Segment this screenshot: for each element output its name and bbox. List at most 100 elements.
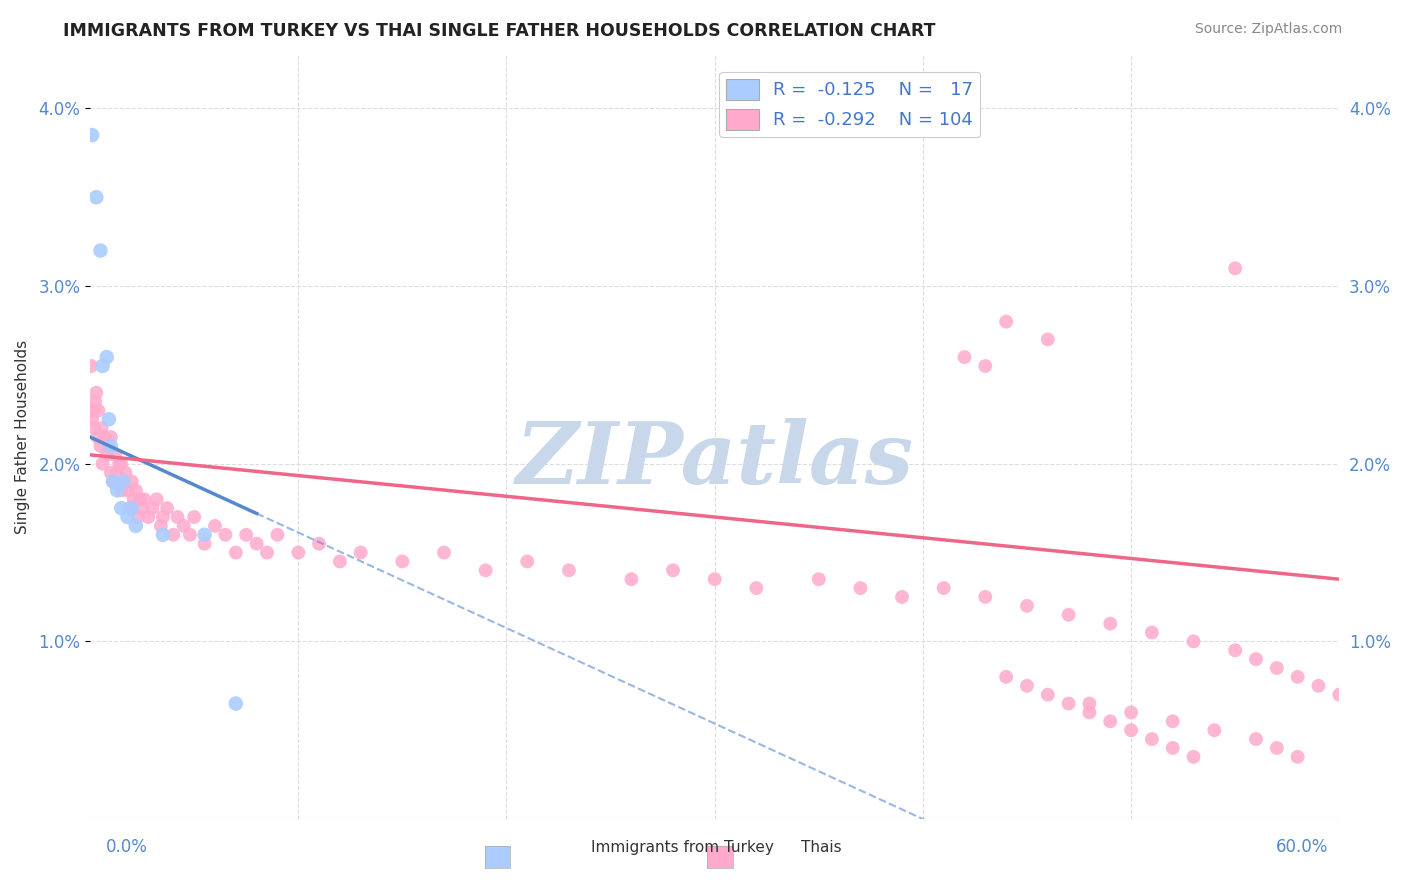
Text: Source: ZipAtlas.com: Source: ZipAtlas.com bbox=[1195, 22, 1343, 37]
Point bbox=[214, 528, 236, 542]
Point bbox=[995, 315, 1018, 329]
Text: Thais: Thais bbox=[801, 840, 842, 855]
Point bbox=[152, 510, 174, 524]
Point bbox=[932, 581, 955, 595]
Point bbox=[308, 536, 330, 550]
Point bbox=[101, 475, 124, 489]
Point bbox=[131, 501, 153, 516]
Text: 0.0%: 0.0% bbox=[105, 838, 148, 855]
Point bbox=[235, 528, 257, 542]
Point bbox=[1286, 749, 1309, 764]
Point bbox=[138, 510, 160, 524]
Point bbox=[122, 492, 145, 507]
Point bbox=[225, 697, 247, 711]
Y-axis label: Single Father Households: Single Father Households bbox=[15, 340, 30, 534]
Point bbox=[1244, 732, 1267, 747]
Point bbox=[1161, 714, 1184, 729]
Point bbox=[91, 359, 114, 373]
Point bbox=[82, 128, 104, 142]
Point bbox=[129, 492, 152, 507]
Point bbox=[89, 439, 111, 453]
Text: Immigrants from Turkey: Immigrants from Turkey bbox=[591, 840, 773, 855]
Point bbox=[83, 421, 105, 435]
Point bbox=[1057, 697, 1080, 711]
Point bbox=[145, 492, 167, 507]
Point bbox=[1329, 688, 1351, 702]
Point bbox=[1140, 625, 1163, 640]
Point bbox=[108, 457, 131, 471]
Point bbox=[125, 483, 148, 498]
Point bbox=[149, 519, 172, 533]
Point bbox=[1078, 697, 1101, 711]
Text: ZIPatlas: ZIPatlas bbox=[516, 418, 914, 501]
Point bbox=[141, 501, 163, 516]
Point bbox=[1265, 741, 1288, 756]
Point bbox=[93, 430, 115, 444]
Point bbox=[953, 350, 976, 364]
Point bbox=[104, 448, 127, 462]
Point bbox=[1182, 749, 1205, 764]
Point bbox=[110, 501, 132, 516]
Point bbox=[100, 439, 122, 453]
Point bbox=[433, 545, 456, 559]
Point bbox=[974, 590, 997, 604]
Point bbox=[1057, 607, 1080, 622]
Point bbox=[558, 563, 581, 577]
Point bbox=[110, 457, 132, 471]
Point bbox=[91, 457, 114, 471]
Point bbox=[117, 510, 139, 524]
Point bbox=[100, 430, 122, 444]
Point bbox=[166, 510, 188, 524]
Point bbox=[745, 581, 768, 595]
Point bbox=[97, 439, 120, 453]
Point bbox=[86, 430, 108, 444]
Point bbox=[112, 475, 135, 489]
Point bbox=[118, 501, 141, 516]
Point bbox=[156, 501, 179, 516]
Point bbox=[974, 359, 997, 373]
Point bbox=[97, 412, 120, 426]
Point bbox=[162, 528, 184, 542]
Legend: R =  -0.125    N =   17, R =  -0.292    N = 104: R = -0.125 N = 17, R = -0.292 N = 104 bbox=[718, 72, 980, 137]
Point bbox=[100, 466, 122, 480]
Point bbox=[125, 519, 148, 533]
Point bbox=[1015, 599, 1038, 613]
Point bbox=[1225, 261, 1247, 276]
Point bbox=[96, 448, 118, 462]
Point bbox=[127, 510, 149, 524]
Point bbox=[849, 581, 872, 595]
Point bbox=[995, 670, 1018, 684]
Point bbox=[620, 572, 643, 586]
Text: 60.0%: 60.0% bbox=[1277, 838, 1329, 855]
Point bbox=[193, 536, 215, 550]
Point bbox=[1119, 706, 1142, 720]
Point bbox=[1308, 679, 1330, 693]
Point bbox=[1286, 670, 1309, 684]
Point bbox=[1036, 688, 1059, 702]
Point bbox=[329, 554, 352, 568]
Point bbox=[121, 501, 143, 516]
Point bbox=[246, 536, 269, 550]
Point bbox=[662, 563, 685, 577]
Point bbox=[1182, 634, 1205, 648]
Point bbox=[84, 394, 107, 409]
Point bbox=[134, 492, 156, 507]
Point bbox=[114, 466, 136, 480]
Point bbox=[350, 545, 373, 559]
Point bbox=[90, 421, 112, 435]
Point bbox=[179, 528, 201, 542]
Point bbox=[516, 554, 538, 568]
Point bbox=[96, 350, 118, 364]
Point bbox=[82, 403, 104, 417]
Text: IMMIGRANTS FROM TURKEY VS THAI SINGLE FATHER HOUSEHOLDS CORRELATION CHART: IMMIGRANTS FROM TURKEY VS THAI SINGLE FA… bbox=[63, 22, 936, 40]
Point bbox=[287, 545, 309, 559]
Point bbox=[391, 554, 413, 568]
Point bbox=[1265, 661, 1288, 675]
Point bbox=[1225, 643, 1247, 657]
Point bbox=[82, 412, 104, 426]
Point bbox=[112, 475, 135, 489]
Point bbox=[80, 359, 103, 373]
Point bbox=[183, 510, 205, 524]
Point bbox=[256, 545, 278, 559]
Point bbox=[1099, 714, 1122, 729]
